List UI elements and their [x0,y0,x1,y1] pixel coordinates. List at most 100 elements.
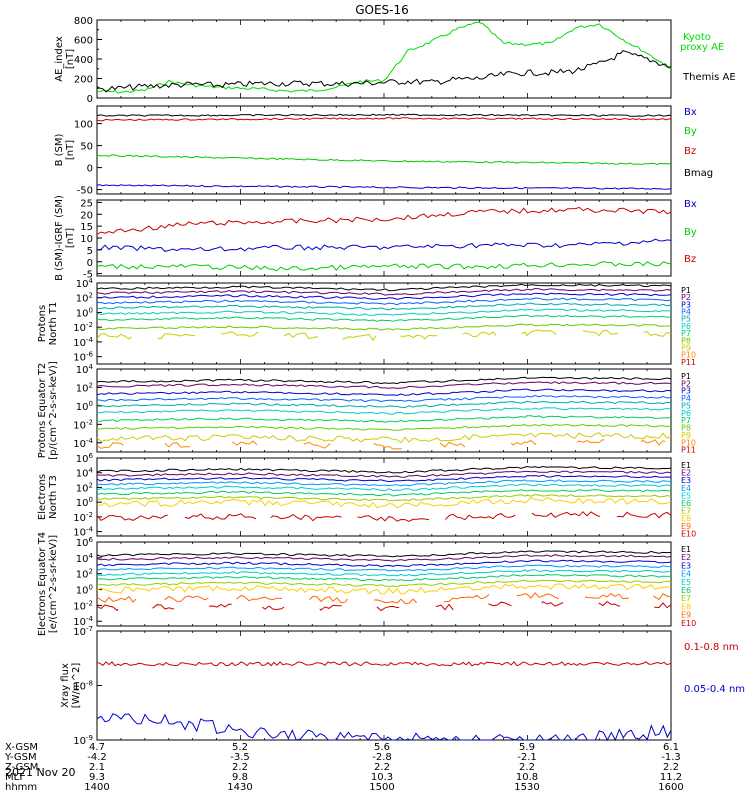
series-line-by [96,261,672,272]
legend-by: By [684,126,697,137]
y-tick-label: 100 [74,120,93,131]
series-line-by [96,154,672,166]
y-tick-label: 100 [76,400,93,413]
legend-bz: Bz [684,146,696,157]
y-tick-label: 0 [87,94,93,105]
panel-frame [96,457,672,537]
series-line-bmag [96,113,672,117]
legend-p7: P7 [681,416,691,425]
series-line-e6 [96,489,672,497]
y-axis-label: ProtonsNorth T1 [37,302,59,346]
legend-by: By [684,227,697,238]
y-tick-label: 10-4 [73,615,93,628]
legend-e5: E5 [681,578,691,587]
legend-kyoto-proxy-ae-2: proxy AE [680,42,724,53]
axis-value: 5.6 [374,742,390,753]
axis-value: 10.8 [516,772,538,783]
legend-p8: P8 [681,336,691,345]
legend-xray-long: 0.1-0.8 nm [684,642,739,653]
series-line-themis-ae [96,50,672,93]
axis-row-label-mlt: MLT [5,772,25,783]
legend-xray-short: 0.05-0.4 nm [684,684,745,695]
legend-p10: P10 [681,351,696,360]
axis-value: 4.7 [89,742,105,753]
axis-row-label-x-gsm: X-GSM [5,742,38,753]
legend-kyoto-proxy-ae: Kyoto [683,32,711,43]
y-tick-label: 10-2 [73,599,93,612]
y-tick-label: 400 [74,55,93,66]
legend-p3: P3 [681,300,691,309]
y-tick-label: 102 [76,292,93,305]
legend-p11: P11 [681,446,696,455]
y-tick-label: 104 [76,277,94,290]
y-axis-label: B (SM)-IGRF (SM)[nT] [54,195,76,281]
legend-e9: E9 [681,522,691,531]
y-tick-label: 10 [80,234,93,245]
date-label: 2021 Nov 20 [5,766,75,779]
series-line-e5 [96,569,672,577]
series-line-bx [96,184,672,190]
series-line-e10 [96,511,672,523]
legend-bmag: Bmag [684,168,713,179]
series-line-e2 [96,470,672,478]
series-line-e4 [96,479,672,487]
legend-e4: E4 [681,570,691,579]
axis-value: -2.8 [372,752,392,763]
y-tick-label: 104 [76,363,94,376]
series-line-p1 [96,283,672,292]
series-line-xray-short [96,713,672,742]
legend-e4: E4 [681,484,691,493]
y-tick-label: 800 [74,16,93,27]
y-axis-label: Xray flux[W/m^2] [60,663,82,709]
y-tick-label: -50 [77,186,93,197]
y-tick-label: 10-2 [73,418,93,431]
y-tick-label: 102 [76,568,93,581]
legend-e3: E3 [681,476,691,485]
axis-value: 11.2 [660,772,682,783]
y-tick-label: 10-4 [73,526,93,539]
series-line-p8 [96,323,672,331]
legend-e1: E1 [681,545,691,554]
axis-value: -2.1 [517,752,537,763]
plot-title: GOES-16 [355,3,409,17]
series-line-p2 [96,381,672,389]
axis-row-label-y-gsm: Y-GSM [4,752,37,763]
y-axis-label: Protons Equator T2[p/(cm^2-s-sr-keV)] [37,361,59,460]
y-tick-label: 10-7 [73,625,93,638]
series-line-bx [96,238,672,252]
axis-value: 1530 [514,782,539,793]
panel-electrons-equator: 10-4 10-2 100 102 104 106 Electrons Equator T4… [37,532,696,636]
legend-e9: E9 [681,611,691,620]
legend-bz: Bz [684,254,696,265]
y-tick-label: 20 [80,210,93,221]
axis-value: 9.3 [89,772,105,783]
series-line-e8 [96,496,672,509]
series-line-e1 [96,550,672,558]
series-line-p8 [96,423,672,431]
axis-value: 5.2 [232,742,248,753]
series-line-bz [96,206,672,235]
y-tick-label: 10-9 [73,734,93,747]
y-tick-label: 10-4 [73,336,93,349]
y-tick-label: 10-8 [73,680,93,693]
panel-xray: 10-9 10-8 10-7 Xray flux[W/m^2] 0.1-0.8 nm 0.… [60,625,745,747]
series-line-p5 [96,302,672,311]
legend-p3: P3 [681,387,691,396]
y-tick-label: 10-6 [73,351,93,364]
legend-p5: P5 [681,315,691,324]
legend-p11: P11 [681,358,696,367]
series-line-p9 [96,432,672,444]
legend-p1: P1 [681,286,691,295]
y-tick-label: 100 [76,584,93,597]
y-tick-label: 0 [87,258,93,269]
y-axis-label: B (SM)[nT] [54,133,76,166]
axis-value: 2.2 [519,762,535,773]
y-axis-label: ElectronsNorth T3 [37,474,59,520]
series-line-e6 [96,573,672,582]
y-tick-label: 0 [87,164,93,175]
legend-e6: E6 [681,586,691,595]
